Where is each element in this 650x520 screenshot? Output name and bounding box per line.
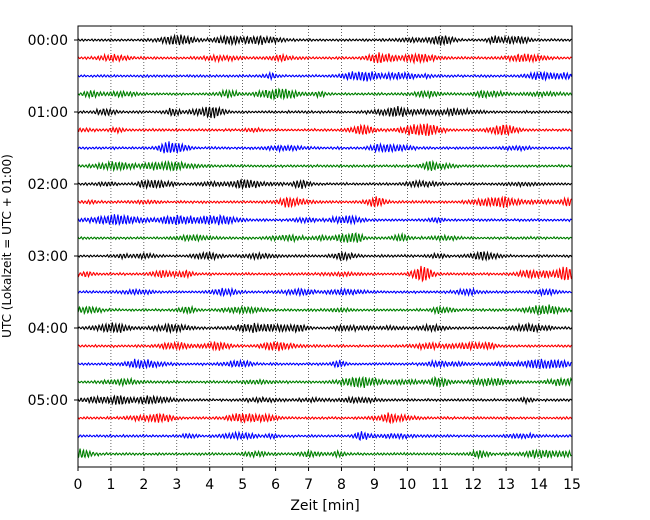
trace-10 — [77, 195, 572, 209]
x-tick-label: 11 — [431, 477, 449, 493]
y-axis-ticks: 00:00 01:00 02:00 03:00 04:00 05:00 — [28, 33, 78, 409]
trace-17 — [77, 321, 572, 335]
x-tick-label: 13 — [497, 477, 515, 493]
trace-7 — [77, 141, 572, 155]
y-tick-label: 05:00 — [28, 393, 68, 409]
x-tick-label: 6 — [271, 477, 280, 493]
x-axis-label: Zeit [min] — [290, 498, 359, 514]
trace-9 — [77, 178, 572, 191]
x-tick-label: 7 — [304, 477, 313, 493]
trace-4 — [77, 87, 573, 101]
trace-18 — [77, 340, 572, 352]
trace-22 — [77, 412, 572, 425]
trace-2 — [77, 51, 572, 65]
trace-19 — [77, 358, 572, 370]
trace-6 — [77, 123, 572, 137]
trace-15 — [77, 286, 572, 298]
trace-24 — [77, 448, 572, 460]
trace-14 — [77, 265, 573, 283]
trace-12 — [77, 231, 572, 244]
y-tick-label: 00:00 — [28, 33, 68, 49]
x-tick-label: 4 — [205, 477, 214, 493]
y-tick-label: 04:00 — [28, 321, 68, 337]
trace-11 — [77, 213, 572, 227]
traces — [77, 33, 573, 460]
y-tick-label: 03:00 — [28, 249, 68, 265]
trace-16 — [77, 304, 572, 317]
x-tick-label: 12 — [464, 477, 482, 493]
x-tick-label: 2 — [139, 477, 148, 493]
trace-13 — [77, 250, 572, 262]
y-tick-label: 01:00 — [28, 105, 68, 121]
x-tick-label: 3 — [172, 477, 181, 493]
trace-20 — [77, 375, 573, 389]
trace-3 — [77, 70, 573, 82]
x-axis-ticks: 0 1 2 3 4 5 6 7 8 9 10 11 12 13 14 15 — [74, 467, 581, 493]
x-tick-label: 10 — [398, 477, 416, 493]
plot-background — [78, 26, 572, 467]
plot-frame — [77, 25, 573, 468]
trace-1 — [77, 33, 572, 47]
x-tick-label: 1 — [106, 477, 115, 493]
x-tick-label: 14 — [530, 477, 548, 493]
x-tick-label: 8 — [337, 477, 346, 493]
trace-23 — [77, 430, 572, 442]
trace-5 — [77, 105, 572, 119]
trace-8 — [77, 159, 572, 173]
x-tick-label: 5 — [238, 477, 247, 493]
x-tick-label: 9 — [370, 477, 379, 493]
trace-21 — [77, 394, 572, 406]
y-axis-label: UTC (Lokalzeit = UTC + 01:00) — [0, 154, 14, 338]
x-tick-label: 15 — [563, 477, 581, 493]
y-tick-label: 02:00 — [28, 177, 68, 193]
x-tick-label: 0 — [74, 477, 83, 493]
